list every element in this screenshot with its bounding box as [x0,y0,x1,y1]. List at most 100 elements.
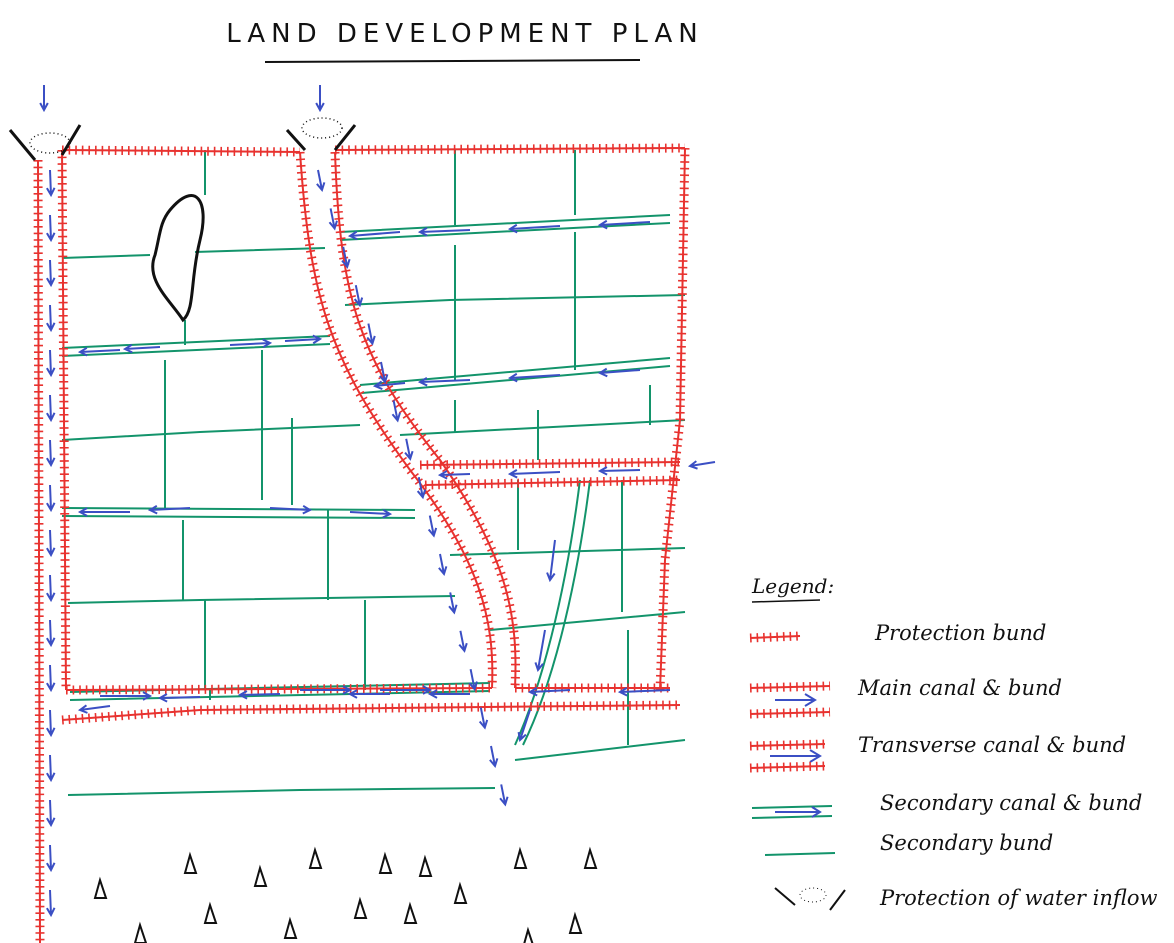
flow-arrow [46,844,56,873]
bund-marker [133,921,148,943]
legend-item: Protection of water inflow [879,886,1157,910]
flow-arrow [427,515,438,538]
secondary-canals [61,214,671,746]
legend-inflow [774,887,846,911]
flow-arrow [687,460,716,470]
flow-arrow [46,664,56,693]
legend-line [749,743,826,747]
flow-arrow [77,507,130,517]
flow-arrow [507,372,561,383]
legend-line [749,765,826,769]
flow-arrow [448,592,458,615]
bund-line [37,159,41,943]
flow-arrow [46,349,56,378]
legend-item: Transverse canal & bund [858,733,1126,757]
title-underline [264,59,641,63]
flow-arrow [380,685,433,695]
flow-arrow [416,477,427,500]
flow-arrows [39,85,716,918]
legend-item: Main canal & bund [857,676,1062,700]
bund-hatch [424,475,681,490]
flow-arrow [597,367,641,378]
flow-arrow [46,619,56,648]
flow-arrow [617,687,671,697]
flow-arrow [527,686,571,697]
bund-hatch [57,149,71,691]
bund-line [424,479,681,486]
flow-arrow [316,169,326,193]
bund-marker [253,864,268,887]
flow-arrow [229,338,273,349]
legend-item: Protection bund [874,621,1046,645]
bund-line [419,461,681,466]
bund-marker [283,916,298,939]
flow-arrow [157,693,201,703]
bund-line [61,149,67,691]
flow-arrow [507,469,561,479]
flow-arrow [300,685,353,695]
bund-marker [403,901,418,924]
flow-arrow [478,707,489,730]
legend-inflow-dots [799,887,827,903]
flow-arrow [328,208,338,231]
flow-arrow [46,799,56,828]
legend-item: Secondary canal & bund [880,791,1142,815]
secondary-bunds [61,150,686,796]
flow-arrow [534,629,546,673]
flow-arrow [353,285,364,308]
flow-arrow [366,323,376,346]
bund-marker [353,896,368,919]
bund-marker [583,846,598,869]
bund-line [299,151,494,689]
bund-marker [453,881,468,904]
flow-arrow [597,466,641,476]
flow-arrow [46,529,56,558]
flow-arrow [379,361,389,385]
flow-arrow [349,508,393,519]
flow-arrow [77,346,121,357]
flow-arrow [46,754,56,783]
legend-hatch [749,681,831,693]
bund-marker [523,926,534,943]
bund-line [61,704,681,721]
flow-arrow [147,504,191,515]
flow-arrow [438,553,448,577]
bund-marker [183,851,198,874]
flow-arrow [39,85,49,113]
legend-green [764,852,836,856]
flow-arrow [437,470,471,480]
legend-arrow [775,806,822,818]
flow-arrow [46,709,56,738]
bund-line [65,687,493,691]
flow-arrow [237,690,281,700]
flow-arrow [347,230,401,241]
bund-marker [93,876,108,899]
legend-underline [751,599,821,603]
flow-arrow [517,709,531,742]
legend-arrow [770,749,822,763]
legend: Legend: Protection bund Main canal & bun… [749,574,1157,911]
flow-arrow [489,745,499,769]
legend-hatch [749,707,831,719]
flow-arrow [77,704,111,714]
bund-marker [378,851,393,874]
flow-arrow [46,304,56,333]
flow-arrow [100,691,153,701]
bund-marker [568,911,583,934]
flow-arrow [46,394,56,423]
legend-line [749,635,801,639]
title: LAND DEVELOPMENT PLAN [226,19,703,49]
flow-arrow [341,246,351,269]
flow-arrow [347,689,390,699]
legend-item: Secondary bund [880,831,1053,855]
flow-arrow [46,889,56,918]
bund-hatch [334,143,686,155]
bunds [33,143,690,943]
flow-arrow [391,400,401,423]
bund-hatch [61,145,301,157]
flow-arrow [417,227,471,237]
bund-marker [418,854,433,877]
flow-arrow [315,85,325,113]
flow-arrow [546,539,556,583]
